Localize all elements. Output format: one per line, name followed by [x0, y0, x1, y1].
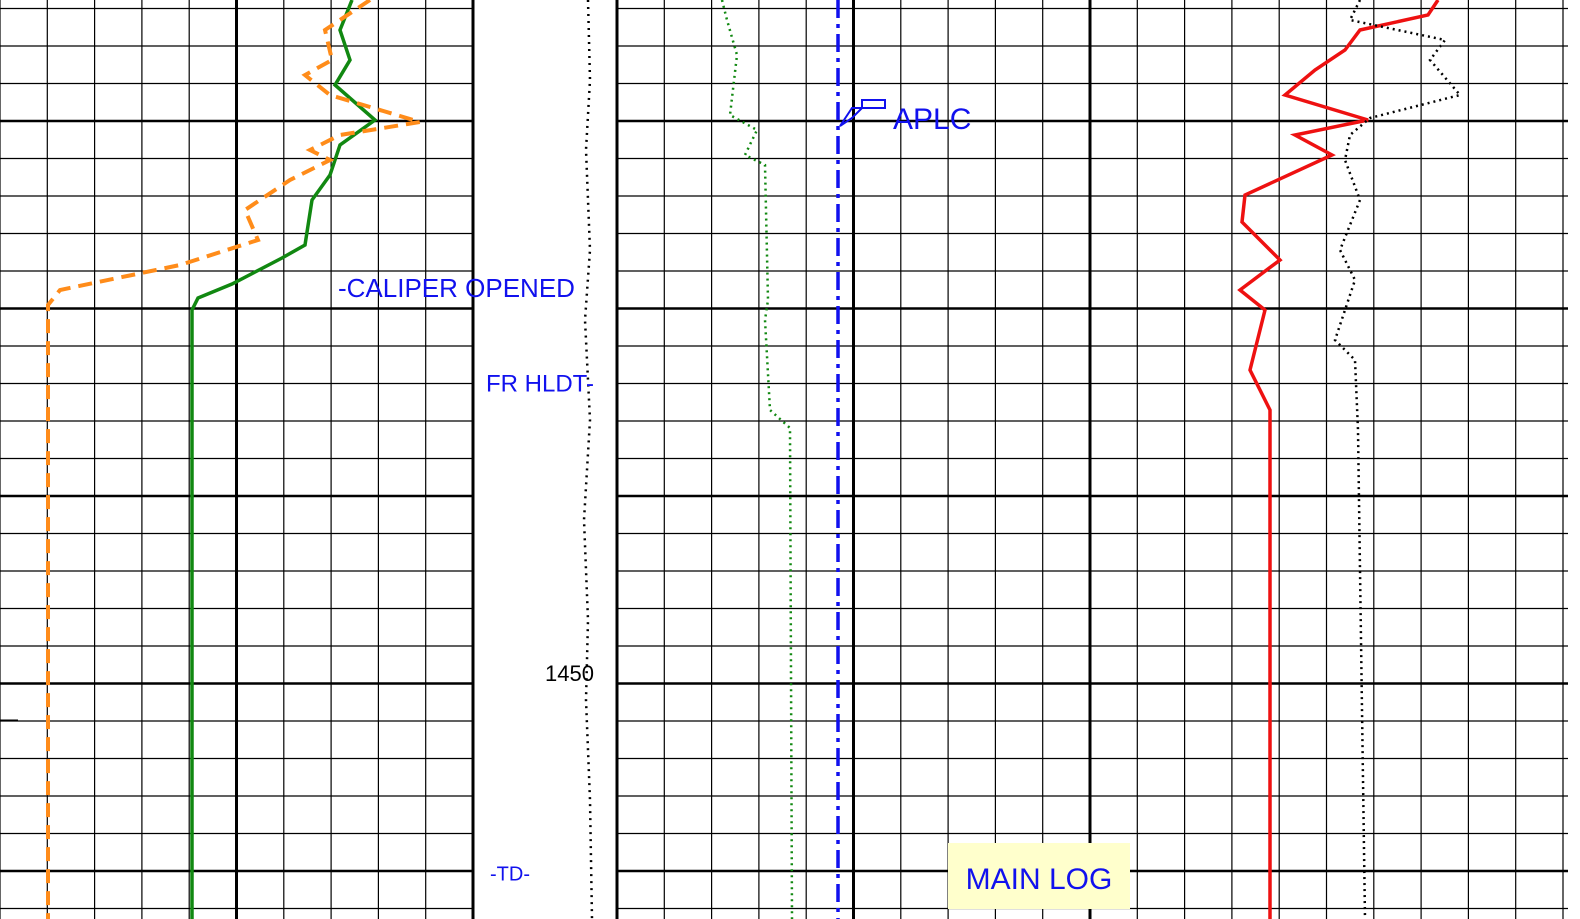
red-curve [1237, 0, 1440, 919]
fr-hldt-label: FR HLDT- [486, 370, 594, 397]
aplc-label: APLC [893, 103, 971, 136]
black-dotted-curve [1333, 0, 1463, 919]
main-log-label: MAIN LOG [966, 863, 1113, 896]
depth-label: 1450 [545, 661, 594, 686]
orange-curve [46, 0, 421, 919]
depth-dotted-curve [582, 0, 594, 919]
green-dotted-curve [720, 0, 794, 919]
green-curve [190, 0, 378, 919]
caliper-label: -CALIPER OPENED [338, 273, 575, 303]
aplc-flag [839, 99, 886, 127]
td-label: -TD- [490, 863, 530, 885]
main-log-box [948, 843, 1130, 909]
